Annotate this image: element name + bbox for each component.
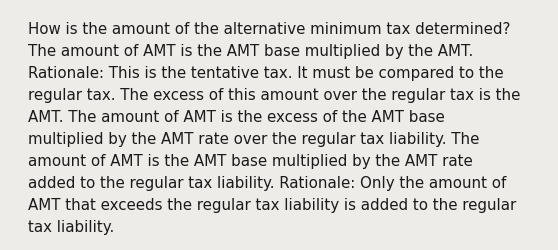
- Text: Rationale: This is the tentative tax. It must be compared to the: Rationale: This is the tentative tax. It…: [28, 66, 504, 81]
- Text: multiplied by the AMT rate over the regular tax liability. The: multiplied by the AMT rate over the regu…: [28, 132, 479, 146]
- Text: AMT. The amount of AMT is the excess of the AMT base: AMT. The amount of AMT is the excess of …: [28, 110, 445, 124]
- Text: regular tax. The excess of this amount over the regular tax is the: regular tax. The excess of this amount o…: [28, 88, 521, 102]
- Text: AMT that exceeds the regular tax liability is added to the regular: AMT that exceeds the regular tax liabili…: [28, 197, 516, 212]
- Text: added to the regular tax liability. Rationale: Only the amount of: added to the regular tax liability. Rati…: [28, 175, 506, 190]
- Text: The amount of AMT is the AMT base multiplied by the AMT.: The amount of AMT is the AMT base multip…: [28, 44, 473, 59]
- Text: How is the amount of the alternative minimum tax determined?: How is the amount of the alternative min…: [28, 22, 511, 37]
- Text: tax liability.: tax liability.: [28, 219, 114, 234]
- Text: amount of AMT is the AMT base multiplied by the AMT rate: amount of AMT is the AMT base multiplied…: [28, 154, 473, 168]
